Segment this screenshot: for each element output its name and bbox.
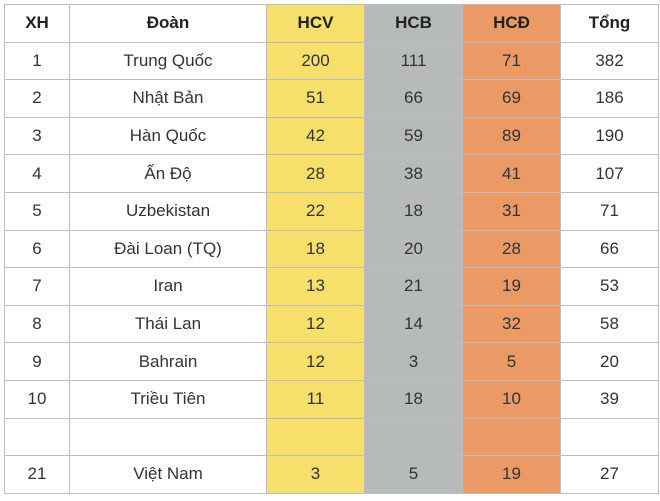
cell-gold: 42: [266, 116, 365, 156]
cell-total: 66: [560, 229, 659, 269]
header-total: Tổng: [560, 4, 659, 43]
cell-silver: 66: [364, 79, 463, 118]
cell-bronze: 69: [462, 79, 561, 118]
cell-team: Triều Tiên: [69, 379, 267, 419]
cell-gold: 12: [266, 342, 365, 381]
table-row: 9 Bahrain 12 3 5 20: [4, 342, 659, 381]
cell-silver: 14: [364, 304, 463, 344]
table-row: 4 Ấn Độ 28 38 41 107: [4, 154, 659, 193]
cell-silver: 21: [364, 267, 463, 306]
header-row: XH Đoàn HCV HCB HCĐ Tổng: [4, 4, 659, 43]
table-row: 8 Thái Lan 12 14 32 58: [4, 304, 659, 344]
cell-bronze: 31: [462, 191, 561, 231]
header-rank: XH: [4, 4, 70, 43]
cell-team: Ấn Độ: [69, 154, 267, 193]
cell-total: 186: [560, 79, 659, 118]
cell-gold: 28: [266, 154, 365, 193]
header-team: Đoàn: [69, 4, 267, 43]
table-row: 21 Việt Nam 3 5 19 27: [4, 455, 659, 494]
cell-team: Bahrain: [69, 342, 267, 381]
table-row: 3 Hàn Quốc 42 59 89 190: [4, 116, 659, 156]
cell-rank: 2: [4, 79, 70, 118]
cell-gold: 22: [266, 191, 365, 231]
cell-silver: 20: [364, 229, 463, 269]
header-bronze: HCĐ: [462, 4, 561, 43]
cell-total: 107: [560, 154, 659, 193]
medal-table-body: 1 Trung Quốc 200 111 71 382 2 Nhật Bản 51 66 69 186…: [4, 41, 659, 494]
cell-total: [560, 417, 659, 457]
cell-total: 58: [560, 304, 659, 344]
table-row: 6 Đài Loan (TQ) 18 20 28 66: [4, 229, 659, 269]
cell-bronze: 10: [462, 379, 561, 419]
cell-silver: 111: [364, 41, 463, 81]
cell-gold: 12: [266, 304, 365, 344]
cell-team: [69, 417, 267, 457]
cell-bronze: 28: [462, 229, 561, 269]
cell-rank: 1: [4, 41, 70, 81]
cell-rank: 9: [4, 342, 70, 381]
cell-gold: [266, 417, 365, 457]
cell-team: Trung Quốc: [69, 41, 267, 81]
cell-rank: 5: [4, 191, 70, 231]
cell-rank: 10: [4, 379, 70, 419]
cell-team: Đài Loan (TQ): [69, 229, 267, 269]
cell-total: 382: [560, 41, 659, 81]
cell-total: 71: [560, 191, 659, 231]
cell-gold: 11: [266, 379, 365, 419]
cell-bronze: [462, 417, 561, 457]
cell-rank: 6: [4, 229, 70, 269]
cell-team: Hàn Quốc: [69, 116, 267, 156]
cell-silver: 18: [364, 379, 463, 419]
cell-silver: [364, 417, 463, 457]
cell-rank: 8: [4, 304, 70, 344]
table-row: 10 Triều Tiên 11 18 10 39: [4, 379, 659, 419]
table-row: 2 Nhật Bản 51 66 69 186: [4, 79, 659, 118]
cell-total: 190: [560, 116, 659, 156]
cell-rank: 21: [4, 455, 70, 494]
cell-team: Uzbekistan: [69, 191, 267, 231]
cell-bronze: 41: [462, 154, 561, 193]
cell-total: 27: [560, 455, 659, 494]
cell-total: 53: [560, 267, 659, 306]
cell-gold: 18: [266, 229, 365, 269]
cell-bronze: 19: [462, 455, 561, 494]
cell-silver: 18: [364, 191, 463, 231]
header-silver: HCB: [364, 4, 463, 43]
cell-gold: 3: [266, 455, 365, 494]
cell-team: Nhật Bản: [69, 79, 267, 118]
medal-table: XH Đoàn HCV HCB HCĐ Tổng 1 Trung Quốc 200 1…: [4, 4, 659, 494]
table-row: [4, 417, 659, 457]
cell-gold: 51: [266, 79, 365, 118]
cell-total: 39: [560, 379, 659, 419]
cell-silver: 5: [364, 455, 463, 494]
cell-rank: 7: [4, 267, 70, 306]
cell-gold: 200: [266, 41, 365, 81]
cell-bronze: 71: [462, 41, 561, 81]
cell-total: 20: [560, 342, 659, 381]
cell-bronze: 89: [462, 116, 561, 156]
table-row: 1 Trung Quốc 200 111 71 382: [4, 41, 659, 81]
cell-rank: 3: [4, 116, 70, 156]
table-row: 7 Iran 13 21 19 53: [4, 267, 659, 306]
cell-bronze: 5: [462, 342, 561, 381]
cell-bronze: 19: [462, 267, 561, 306]
cell-silver: 59: [364, 116, 463, 156]
cell-silver: 38: [364, 154, 463, 193]
cell-gold: 13: [266, 267, 365, 306]
cell-bronze: 32: [462, 304, 561, 344]
cell-team: Việt Nam: [69, 455, 267, 494]
cell-rank: 4: [4, 154, 70, 193]
cell-rank: [4, 417, 70, 457]
cell-team: Thái Lan: [69, 304, 267, 344]
cell-team: Iran: [69, 267, 267, 306]
header-gold: HCV: [266, 4, 365, 43]
cell-silver: 3: [364, 342, 463, 381]
table-row: 5 Uzbekistan 22 18 31 71: [4, 191, 659, 231]
